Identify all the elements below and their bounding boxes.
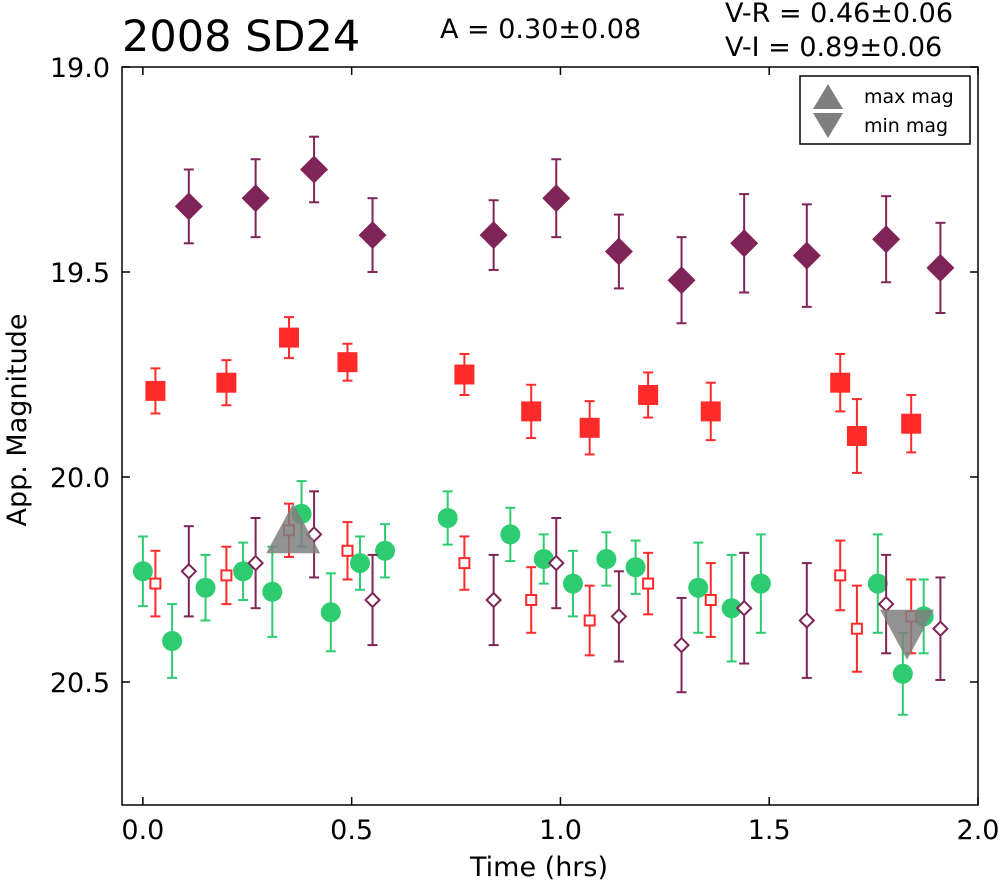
square-point [700, 401, 721, 422]
diamond-point [872, 225, 901, 254]
square-point [454, 364, 475, 385]
circle-point [688, 577, 709, 598]
y-tick-label: 19.5 [50, 258, 110, 289]
x-tick-label: 1.5 [748, 815, 791, 846]
open-square-point [149, 577, 162, 590]
circle-point [867, 573, 888, 594]
open-diamond-point [364, 591, 381, 609]
square-point [145, 380, 166, 401]
diamond-point [300, 155, 329, 184]
x-axis-label: Time (hrs) [470, 852, 609, 883]
plot-area [121, 66, 979, 806]
circle-point [892, 663, 913, 684]
x-tick-label: 2.0 [957, 815, 1000, 846]
square-point [638, 385, 659, 405]
circle-point [721, 598, 742, 619]
diamond-point [926, 253, 955, 282]
max-mag-marker [266, 503, 321, 554]
circle-point [162, 631, 183, 651]
y-tick-label: 19.0 [50, 53, 110, 84]
square-point [846, 426, 867, 446]
circle-point [750, 573, 771, 594]
series-diamond-open [180, 490, 949, 694]
open-diamond-point [485, 591, 503, 609]
series-square-filled [145, 316, 922, 474]
circle-point [562, 573, 583, 594]
diamond-point [358, 221, 387, 250]
diamond-point [730, 229, 759, 258]
y-axis-label: App. Magnitude [2, 313, 33, 527]
diamond-point [479, 221, 508, 250]
amplitude-annotation: A = 0.30±0.08 [440, 14, 642, 45]
diamond-point [174, 192, 203, 221]
circle-point [596, 549, 617, 569]
v-r-color-annotation: V-R = 0.46±0.06 [725, 0, 954, 29]
series-diamond-filled [174, 135, 955, 325]
data-marks [132, 135, 955, 716]
circle-point [320, 602, 341, 623]
open-square-point [525, 594, 538, 606]
open-diamond-point [798, 612, 816, 629]
x-tick-label: 0.5 [330, 815, 373, 846]
open-square-point [850, 622, 863, 635]
diamond-point [542, 184, 571, 213]
square-point [830, 372, 851, 393]
circle-point [233, 561, 254, 582]
open-diamond-point [735, 599, 753, 617]
diamond-point [667, 266, 696, 295]
legend-min-mag-triangle [813, 113, 843, 138]
circle-point [350, 553, 371, 574]
y-tick-label: 20.5 [50, 668, 110, 699]
open-square-point [341, 544, 354, 557]
y-axis-ticks: 19.0 19.5 20.0 20.5 [50, 53, 978, 699]
legend: max mag min mag [799, 75, 971, 145]
open-diamond-point [932, 620, 949, 638]
open-diamond-point [610, 607, 628, 625]
square-point [216, 372, 237, 393]
open-diamond-point [180, 562, 198, 580]
square-point [579, 417, 600, 438]
square-point [901, 413, 922, 434]
circle-point [375, 540, 396, 561]
circle-point [500, 524, 521, 545]
circle-point [437, 508, 458, 528]
circle-point [195, 577, 216, 598]
open-diamond-point [547, 554, 565, 572]
circle-point [132, 561, 153, 582]
open-square-point [458, 557, 471, 570]
x-tick-label: 0.0 [121, 815, 164, 846]
diamond-point [241, 184, 270, 213]
open-square-point [583, 614, 596, 627]
chart-title: 2008 SD24 [122, 12, 361, 62]
y-tick-label: 20.0 [50, 463, 110, 494]
diamond-point [792, 241, 821, 270]
legend-max-mag-label: max mag [864, 86, 954, 108]
square-point [337, 352, 358, 373]
circle-point [533, 549, 554, 569]
open-diamond-point [673, 636, 690, 654]
legend-max-mag-triangle [813, 84, 843, 109]
x-tick-label: 1.0 [539, 815, 582, 846]
x-axis-ticks: 0.0 0.5 1.0 1.5 2.0 [121, 67, 999, 846]
square-point [521, 401, 542, 422]
open-square-point [834, 569, 847, 582]
circle-point [625, 557, 646, 578]
circle-point [262, 581, 283, 602]
square-point [279, 327, 300, 348]
open-square-point [704, 594, 717, 606]
open-square-point [642, 577, 655, 590]
open-diamond-point [247, 554, 265, 572]
min-mag-marker [880, 609, 935, 660]
v-i-color-annotation: V-I = 0.89±0.06 [725, 32, 943, 63]
diamond-point [604, 237, 633, 266]
legend-min-mag-label: min mag [864, 115, 948, 137]
open-square-point [220, 569, 233, 582]
